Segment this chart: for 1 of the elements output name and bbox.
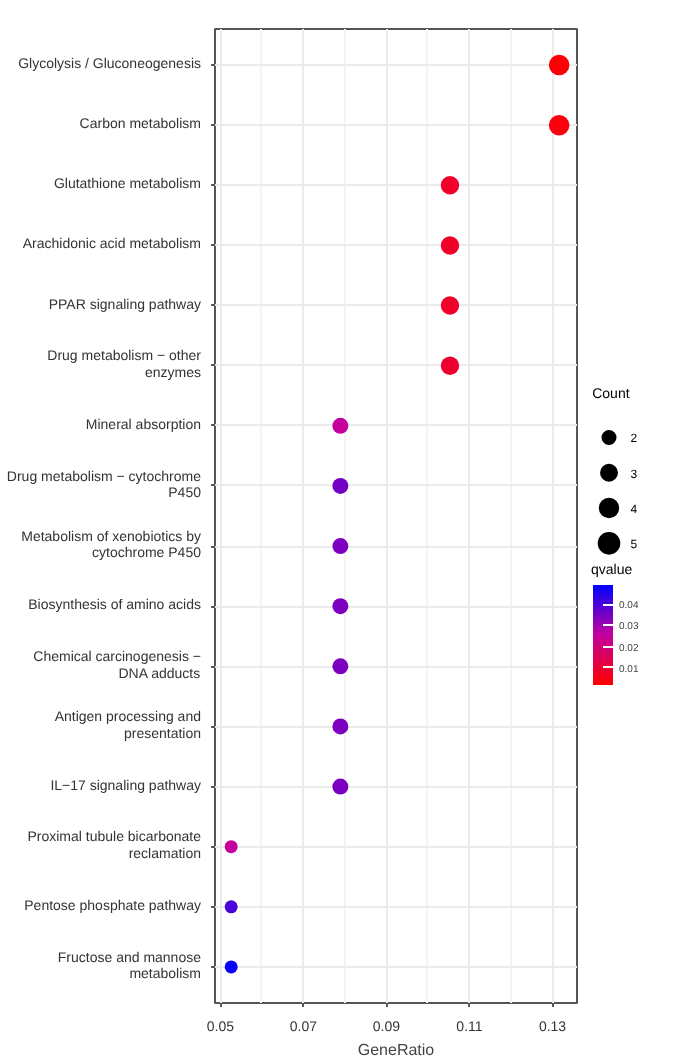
x-axis-title: GeneRatio — [357, 1041, 436, 1059]
